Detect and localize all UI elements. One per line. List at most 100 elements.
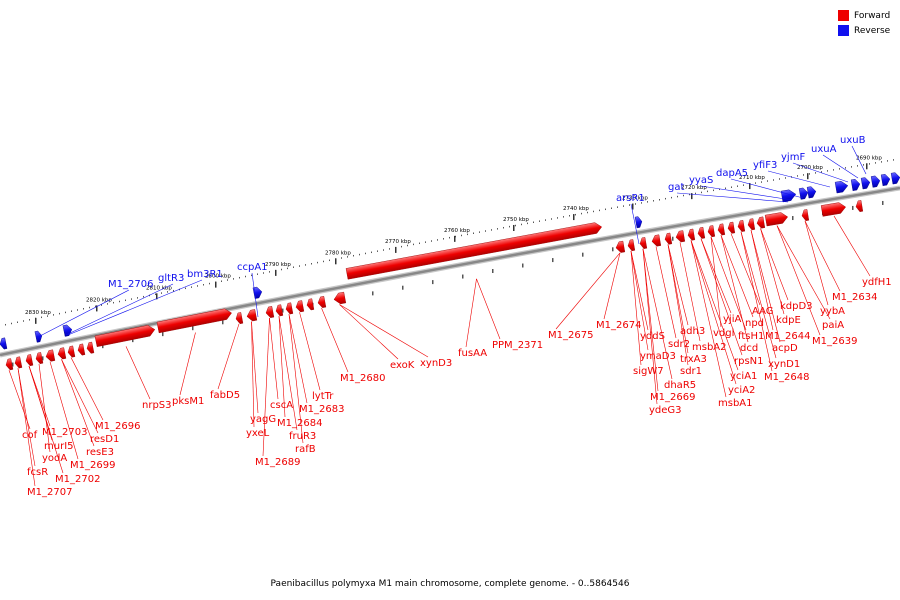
forward-label-leader xyxy=(17,368,36,467)
forward-label-leader xyxy=(720,235,754,318)
forward-label-leader xyxy=(740,231,777,359)
tick-label: 2830 kbp xyxy=(25,310,51,316)
ruler-dot xyxy=(389,248,390,250)
forward-label-leader xyxy=(642,248,658,405)
forward-gene-label: yybA xyxy=(820,306,845,317)
ruler-dot xyxy=(833,169,834,171)
ruler-dot xyxy=(257,273,258,275)
ruler-dot xyxy=(431,240,432,242)
reverse-gene-arrow xyxy=(860,177,871,190)
forward-gene-label: msbA2 xyxy=(692,342,727,353)
tick-label: 2690 kbp xyxy=(856,155,882,161)
forward-label-leader xyxy=(555,252,621,330)
forward-gene-label: resE3 xyxy=(86,447,114,458)
forward-label-leader xyxy=(667,244,689,354)
forward-gene-label: fusAA xyxy=(458,348,487,359)
forward-gene-label: fruR3 xyxy=(289,431,316,442)
backbone-tick xyxy=(162,332,164,337)
forward-label-leader xyxy=(603,252,621,320)
forward-gene-label: PPM_2371 xyxy=(492,340,543,351)
forward-gene-arrow xyxy=(855,200,864,212)
forward-gene-label: M1_2699 xyxy=(70,460,115,471)
ruler-dot xyxy=(707,190,708,193)
forward-label-leader xyxy=(288,314,304,444)
forward-gene-arrow xyxy=(86,341,95,354)
ruler-dot xyxy=(887,160,888,162)
major-tick xyxy=(96,305,98,312)
forward-label-leader xyxy=(667,244,689,366)
ruler-dot xyxy=(437,239,438,241)
forward-label-leader xyxy=(17,368,36,487)
forward-label-leader xyxy=(710,236,747,331)
ruler-dot xyxy=(299,265,300,267)
ruler-dot xyxy=(713,189,714,192)
forward-gene-arrow xyxy=(5,358,14,371)
forward-gene-label: npd xyxy=(745,318,764,329)
reverse-label-leader xyxy=(630,203,640,245)
forward-label-leader xyxy=(690,240,737,385)
ruler-dot xyxy=(221,280,222,282)
forward-label-leader xyxy=(642,248,673,380)
ruler-dot xyxy=(89,306,90,309)
reverse-gene-arrow xyxy=(0,337,8,350)
forward-gene-label: yagG xyxy=(250,414,276,425)
ruler-dot xyxy=(197,285,198,287)
forward-gene-label: rpsN1 xyxy=(734,356,764,367)
forward-gene-label: resD1 xyxy=(90,434,119,445)
backbone-tick xyxy=(282,308,284,313)
legend: Forward Reverse xyxy=(838,8,900,38)
ruler-dot xyxy=(461,234,462,237)
ruler-dot xyxy=(377,250,378,252)
ruler-dot xyxy=(755,182,756,184)
ruler-dot xyxy=(653,200,654,202)
reverse-gene-arrow xyxy=(834,180,849,194)
forward-label-leader xyxy=(750,229,774,331)
ruler-dot xyxy=(227,279,228,281)
forward-gene-label: kdpE xyxy=(776,315,801,326)
backbone-tick xyxy=(882,200,884,205)
ruler-dot xyxy=(695,192,696,195)
forward-gene-label: ymaD3 xyxy=(640,351,676,362)
forward-gene-label: vdgl xyxy=(713,328,734,339)
backbone-tick xyxy=(42,356,44,361)
reverse-label-leader xyxy=(822,154,859,179)
ruler-dot xyxy=(329,259,330,262)
ruler-dot xyxy=(575,213,576,216)
forward-gene-label: cscA xyxy=(270,400,293,411)
forward-label-leader xyxy=(760,228,785,315)
forward-label-leader xyxy=(38,363,51,453)
backbone-tick xyxy=(522,263,524,268)
tick-label: 2750 kbp xyxy=(503,217,529,223)
reverse-gene-arrow xyxy=(62,324,73,337)
tick-label: 2800 kbp xyxy=(205,274,231,280)
reverse-gene-label: yyaS xyxy=(689,175,713,186)
ruler-dot xyxy=(353,254,354,257)
backbone-tick xyxy=(582,252,584,257)
ruler-dot xyxy=(365,252,366,255)
forward-gene-arrow xyxy=(747,218,756,231)
reverse-gene-label: yfiF3 xyxy=(753,160,777,171)
ruler-dot xyxy=(119,300,120,303)
forward-gene-arrow xyxy=(764,212,788,227)
ruler-dot xyxy=(617,206,618,208)
ruler-dot xyxy=(521,223,522,226)
ruler-dot xyxy=(383,249,384,251)
forward-gene-label: acpD xyxy=(772,343,798,354)
reverse-label-leader xyxy=(65,283,174,336)
forward-label-leader xyxy=(630,250,649,351)
reverse-gene-label: gltR3 xyxy=(158,273,184,284)
forward-gene-arrow xyxy=(246,309,258,322)
tick-label: 2810 kbp xyxy=(146,285,172,291)
major-tick xyxy=(156,293,158,300)
ruler-dot xyxy=(785,177,786,179)
ruler-dot xyxy=(515,224,516,227)
ruler-dot xyxy=(869,163,870,165)
forward-gene-arrow xyxy=(651,234,662,247)
legend-forward-label: Forward xyxy=(854,10,891,21)
ruler-dot xyxy=(425,241,426,243)
major-tick xyxy=(395,246,397,253)
forward-label-leader xyxy=(321,307,349,373)
tick-label: 2710 kbp xyxy=(739,175,765,181)
ruler-dot xyxy=(839,168,840,170)
forward-gene-label: fabD5 xyxy=(210,390,240,401)
